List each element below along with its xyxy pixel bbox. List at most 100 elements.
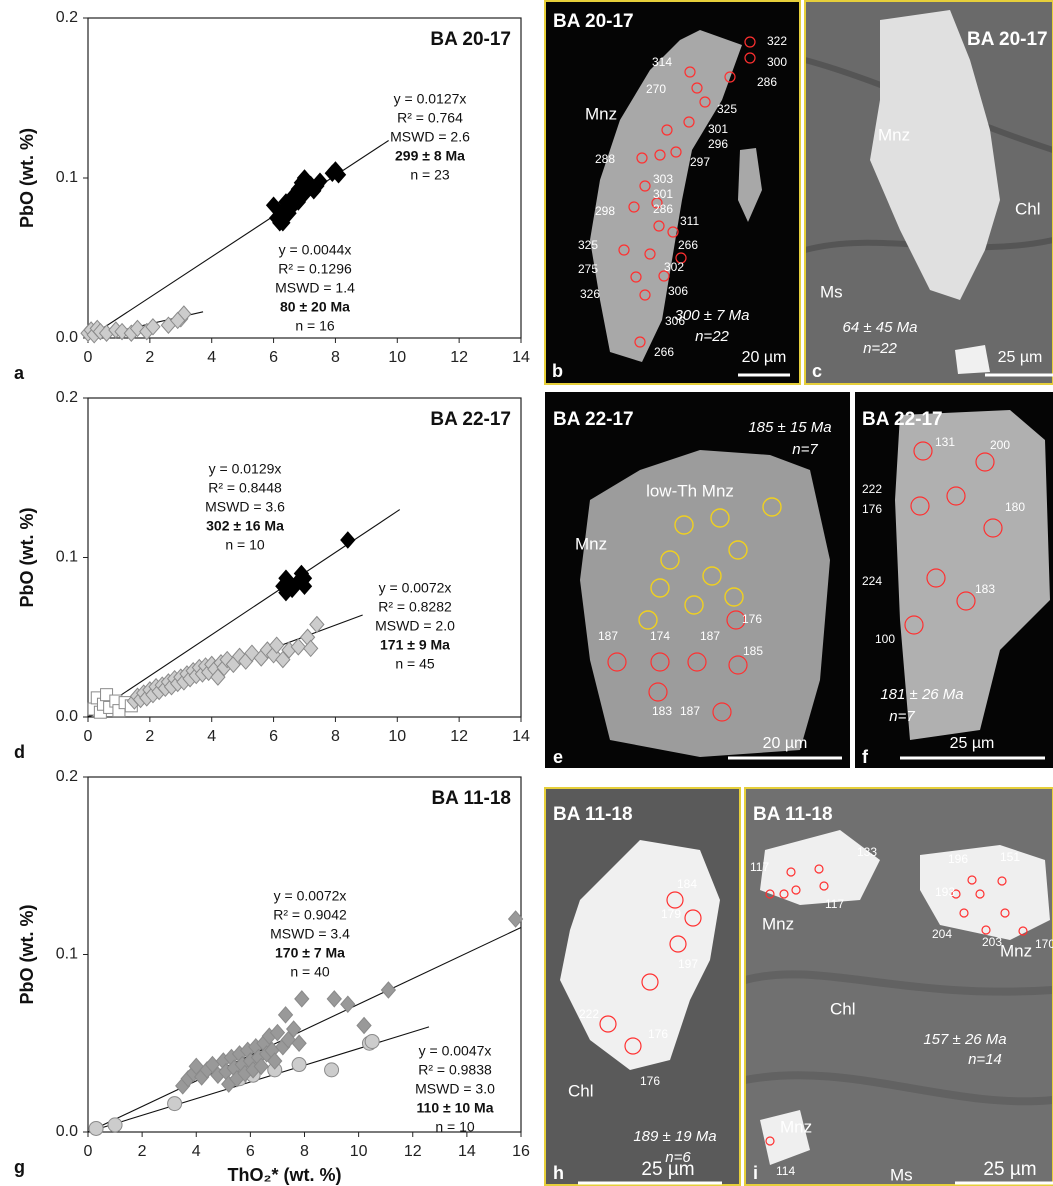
figure: 3223002863142703253012962972883033012862… (0, 0, 1053, 1186)
panel-letter: e (553, 747, 563, 767)
fit-n: n = 23 (410, 167, 450, 183)
spot-label: 183 (975, 582, 995, 596)
x-tick-label: 4 (192, 1143, 201, 1160)
panel-letter: h (553, 1163, 564, 1183)
spot-label: 176 (742, 612, 762, 626)
panel-letter: d (14, 742, 25, 762)
x-tick-label: 14 (512, 349, 530, 366)
x-tick-label: 6 (269, 349, 278, 366)
x-tick-label: 2 (138, 1143, 147, 1160)
mineral-label: Mnz (575, 534, 607, 553)
data-point (292, 1058, 306, 1072)
x-tick-label: 4 (207, 728, 216, 745)
n-label: n=14 (968, 1051, 1002, 1068)
spot-label: 275 (578, 262, 598, 276)
fit-mswd: MSWD = 3.4 (270, 926, 350, 942)
fit-r2: R² = 0.9838 (418, 1062, 492, 1078)
n-label: n=22 (695, 328, 729, 345)
x-tick-label: 8 (300, 1143, 309, 1160)
spot-label: 170 (1035, 937, 1053, 951)
data-point (89, 1121, 103, 1135)
fit-mswd: MSWD = 1.4 (275, 280, 355, 296)
panel-letter: g (14, 1157, 25, 1177)
spot-label: 133 (857, 845, 877, 859)
data-point (295, 991, 309, 1007)
data-point (292, 1035, 306, 1051)
spot-label: 288 (595, 152, 615, 166)
x-tick-label: 2 (145, 349, 154, 366)
sample-label: BA 20-17 (967, 29, 1048, 50)
x-tick-label: 6 (246, 1143, 255, 1160)
fit-equation: y = 0.0127x (394, 91, 467, 107)
mineral-label: Chl (568, 1081, 594, 1100)
image-panel-b: 3223002863142703253012962972883033012862… (545, 1, 800, 384)
data-point (168, 1097, 182, 1111)
spot-label: 298 (595, 204, 615, 218)
mineral-label: Chl (1015, 199, 1041, 218)
data-point (365, 1034, 379, 1048)
sample-label: BA 11-18 (553, 804, 633, 825)
spot-label: 184 (677, 877, 697, 891)
spot-label: 224 (862, 574, 882, 588)
plot-frame (88, 398, 521, 717)
fit-r2: R² = 0.8448 (208, 480, 282, 496)
chart-title: BA 11-18 (431, 788, 511, 809)
sample-label: BA 11-18 (753, 804, 833, 825)
spot-label: 100 (875, 632, 895, 646)
spot-label: 187 (700, 629, 720, 643)
mineral-label: Mnz (780, 1117, 812, 1136)
spot-label: 193 (935, 885, 955, 899)
mineral-label: Mnz (762, 914, 794, 933)
fit-age: 110 ± 10 Ma (417, 1100, 494, 1116)
mineral-label: Ms (890, 1165, 913, 1184)
x-tick-label: 8 (331, 349, 340, 366)
panel-letter: b (552, 361, 563, 381)
fit-n: n = 10 (435, 1119, 475, 1135)
x-tick-label: 16 (512, 1143, 530, 1160)
sample-label: BA 22-17 (862, 409, 943, 430)
x-tick-label: 14 (512, 728, 530, 745)
spot-label: 306 (668, 284, 688, 298)
spot-label: 200 (990, 438, 1010, 452)
x-tick-label: 12 (404, 1143, 422, 1160)
scale-label: 20 µm (763, 735, 808, 752)
x-tick-label: 12 (450, 728, 468, 745)
chart-title: BA 20-17 (430, 29, 511, 50)
mineral-label: Chl (830, 999, 856, 1018)
n-label: n=7 (889, 708, 915, 725)
spot-label: 204 (932, 927, 952, 941)
spot-label: 131 (935, 435, 955, 449)
y-tick-label: 0.2 (56, 9, 78, 26)
image-panel-c: BA 20-17 Mnz Chl Ms 64 ± 45 Ma n=22 25 µ… (805, 1, 1053, 384)
data-point (357, 1018, 371, 1034)
y-tick-label: 0.1 (56, 169, 78, 186)
panel-letter: a (14, 363, 25, 383)
scale-label: 25 µm (950, 735, 995, 752)
x-tick-label: 4 (207, 349, 216, 366)
data-point (279, 1007, 293, 1023)
scale-label: 25 µm (998, 349, 1043, 366)
fit-age: 299 ± 8 Ma (395, 148, 465, 164)
fit-mswd: MSWD = 2.0 (375, 618, 455, 634)
image-panel-h: 184179197222176176 BA 11-18 Chl 189 ± 19… (545, 788, 740, 1186)
fit-n: n = 10 (225, 537, 265, 553)
spot-label: 183 (652, 704, 672, 718)
x-tick-label: 6 (269, 728, 278, 745)
x-tick-label: 10 (388, 349, 406, 366)
data-point (381, 982, 395, 998)
fit-r2: R² = 0.8282 (378, 599, 452, 615)
data-point (341, 996, 355, 1012)
y-axis-label: PbO (wt. %) (17, 128, 37, 228)
spot-label: 185 (743, 644, 763, 658)
sample-label: BA 20-17 (553, 11, 634, 32)
fit-age: 171 ± 9 Ma (380, 637, 450, 653)
y-tick-label: 0.1 (56, 549, 78, 566)
fit-r2: R² = 0.764 (397, 110, 463, 126)
spot-label: 187 (680, 704, 700, 718)
spot-label: 296 (708, 137, 728, 151)
spot-label: 176 (640, 1074, 660, 1088)
image-panel-i: 117133117196151193204203170114 BA 11-18 … (745, 788, 1053, 1186)
age-label: 157 ± 26 Ma (923, 1031, 1006, 1048)
y-tick-label: 0.1 (56, 946, 78, 963)
x-tick-label: 2 (145, 728, 154, 745)
